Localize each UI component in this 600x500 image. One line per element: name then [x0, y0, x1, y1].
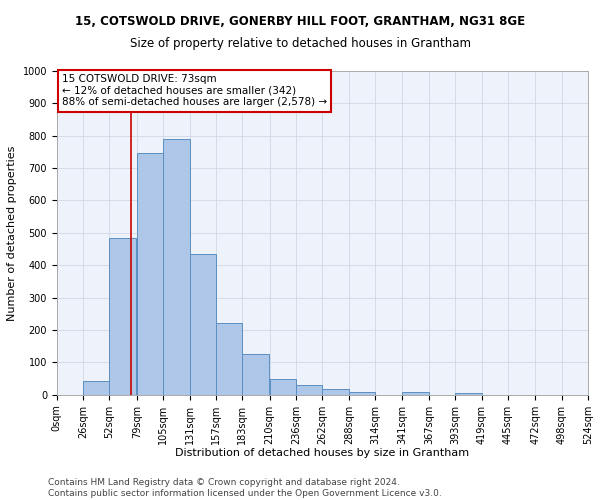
Bar	[242, 354, 269, 395]
Y-axis label: Number of detached properties: Number of detached properties	[7, 145, 17, 320]
X-axis label: Distribution of detached houses by size in Grantham: Distribution of detached houses by size …	[175, 448, 469, 458]
Bar	[137, 152, 163, 395]
Bar	[296, 386, 322, 395]
Bar	[163, 139, 190, 395]
Bar	[455, 392, 482, 395]
Bar	[403, 392, 429, 395]
Bar	[190, 254, 216, 395]
Bar	[349, 392, 375, 395]
Text: Contains HM Land Registry data © Crown copyright and database right 2024.
Contai: Contains HM Land Registry data © Crown c…	[48, 478, 442, 498]
Bar	[269, 378, 296, 395]
Text: 15 COTSWOLD DRIVE: 73sqm
← 12% of detached houses are smaller (342)
88% of semi-: 15 COTSWOLD DRIVE: 73sqm ← 12% of detach…	[62, 74, 327, 108]
Bar	[322, 390, 349, 395]
Bar	[109, 238, 136, 395]
Bar	[216, 323, 242, 395]
Text: 15, COTSWOLD DRIVE, GONERBY HILL FOOT, GRANTHAM, NG31 8GE: 15, COTSWOLD DRIVE, GONERBY HILL FOOT, G…	[75, 15, 525, 28]
Bar	[83, 381, 109, 395]
Text: Size of property relative to detached houses in Grantham: Size of property relative to detached ho…	[130, 38, 470, 51]
